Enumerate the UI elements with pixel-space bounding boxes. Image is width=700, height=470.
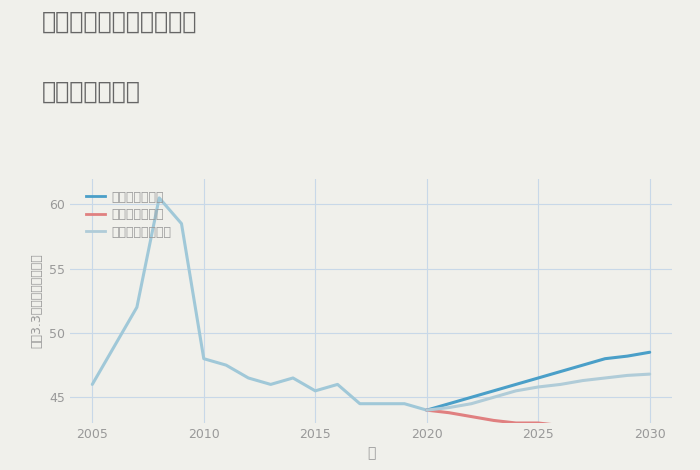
Text: 土地の価格推移: 土地の価格推移 xyxy=(42,80,141,104)
Text: 神奈川県秦野市名古木の: 神奈川県秦野市名古木の xyxy=(42,9,197,33)
X-axis label: 年: 年 xyxy=(367,446,375,461)
Legend: グッドシナリオ, バッドシナリオ, ノーマルシナリオ: グッドシナリオ, バッドシナリオ, ノーマルシナリオ xyxy=(83,187,175,243)
Y-axis label: 坪（3.3㎡）単価（万円）: 坪（3.3㎡）単価（万円） xyxy=(31,253,43,348)
